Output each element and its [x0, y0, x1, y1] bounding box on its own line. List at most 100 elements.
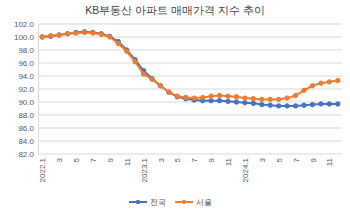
series-marker — [175, 95, 179, 99]
chart: KB부동산 아파트 매매가격 지수 추이 82.0 84.0 86.0 88.0 90.0… — [0, 0, 350, 210]
series-marker — [327, 102, 331, 106]
series-marker — [251, 101, 255, 105]
series-marker — [302, 103, 306, 107]
series-marker — [158, 84, 162, 88]
series-marker — [57, 33, 61, 37]
legend-item: 전국 — [129, 198, 166, 207]
y-tick-label: 98.0 — [18, 46, 34, 55]
x-tick-label: 3 — [55, 157, 64, 162]
series-marker — [167, 90, 171, 94]
x-tick: 2024.1 — [241, 157, 250, 182]
x-tick: 5 — [173, 157, 182, 162]
series-marker — [74, 31, 78, 35]
x-tick-label: 11 — [123, 157, 132, 166]
x-tick: 9 — [106, 157, 115, 162]
x-tick-label: 2023.1 — [140, 157, 149, 182]
y-tick: 92.0 — [18, 85, 38, 94]
x-tick-label: 7 — [292, 157, 301, 162]
y-tick: 96.0 — [18, 59, 38, 68]
x-tick: 9 — [309, 157, 318, 162]
series-marker — [209, 94, 213, 98]
y-axis-line — [38, 25, 39, 155]
grid-line — [38, 115, 342, 116]
series-marker — [150, 77, 154, 81]
y-tick-label: 92.0 — [18, 85, 34, 94]
series-marker — [285, 104, 289, 108]
y-tick-label: 96.0 — [18, 59, 34, 68]
series-marker — [276, 97, 280, 101]
series-marker — [99, 32, 103, 36]
series-marker — [260, 102, 264, 106]
series-marker — [234, 100, 238, 104]
y-tick-label: 84.0 — [18, 137, 34, 146]
x-tick-label: 11 — [325, 157, 334, 166]
series-marker — [226, 94, 230, 98]
grid-line — [38, 63, 342, 64]
y-tick-label: 90.0 — [18, 98, 34, 107]
y-tick: 86.0 — [18, 124, 38, 133]
x-tick-label: 2024.1 — [241, 157, 250, 182]
series-group — [40, 30, 340, 109]
series-marker — [99, 32, 103, 36]
plot-area: 82.0 84.0 86.0 88.0 90.0 92.0 94.0 96.0 98.0 100.… — [14, 20, 342, 182]
x-tick-label: 9 — [106, 157, 115, 162]
grid — [38, 24, 342, 154]
x-tick: 5 — [275, 157, 284, 162]
series-marker — [319, 102, 323, 106]
y-tick: 102.0 — [14, 20, 38, 29]
x-tick: 7 — [292, 157, 301, 162]
x-tick: 3 — [55, 157, 64, 162]
series-marker — [336, 102, 340, 106]
series-marker — [234, 95, 238, 99]
x-tick-label: 7 — [89, 157, 98, 162]
y-tick-label: 100.0 — [14, 33, 35, 42]
series-marker — [158, 84, 162, 88]
x-tick-label: 11 — [224, 157, 233, 166]
y-axis: 82.0 84.0 86.0 88.0 90.0 92.0 94.0 96.0 98.0 100.… — [14, 20, 39, 159]
x-tick: 11 — [224, 157, 233, 166]
grid-line — [38, 76, 342, 77]
x-tick: 11 — [325, 157, 334, 166]
series-marker — [150, 76, 154, 80]
x-tick-label: 9 — [309, 157, 318, 162]
series-marker — [209, 99, 213, 103]
series-marker — [336, 78, 340, 82]
series-marker — [310, 84, 314, 88]
legend: 전국 서울 — [129, 198, 212, 207]
series-marker — [319, 81, 323, 85]
x-tick: 2023.1 — [140, 157, 149, 182]
series-marker — [184, 95, 188, 99]
grid-line — [38, 24, 342, 25]
x-tick: 7 — [190, 157, 199, 162]
y-tick-label: 94.0 — [18, 72, 34, 81]
series-line — [42, 32, 338, 99]
x-tick: 3 — [258, 157, 267, 162]
legend-label: 전국 — [150, 198, 166, 207]
x-axis: 2022.13579112023.13579112024.1357911 — [38, 157, 334, 182]
series-marker — [57, 33, 61, 37]
y-tick: 82.0 — [18, 150, 38, 159]
series-marker — [65, 32, 69, 36]
series-marker — [243, 100, 247, 104]
y-tick-label: 88.0 — [18, 111, 34, 120]
chart-title: KB부동산 아파트 매매가격 지수 추이 — [85, 4, 265, 16]
series-marker — [65, 32, 69, 36]
series-marker — [175, 94, 179, 98]
series-marker — [82, 30, 86, 34]
x-tick-label: 3 — [157, 157, 166, 162]
grid-line — [38, 128, 342, 129]
series-marker — [226, 99, 230, 103]
series-marker — [243, 96, 247, 100]
x-tick-label: 2022.1 — [38, 157, 47, 182]
grid-line — [38, 102, 342, 103]
series-marker — [260, 97, 264, 101]
x-tick-label: 5 — [173, 157, 182, 162]
series-marker — [268, 97, 272, 101]
legend-item: 서울 — [175, 198, 212, 207]
series-line — [42, 32, 338, 106]
x-tick: 7 — [89, 157, 98, 162]
series-marker — [108, 34, 112, 38]
x-tick: 2022.1 — [38, 157, 47, 182]
series-marker — [310, 102, 314, 106]
x-tick-label: 5 — [72, 157, 81, 162]
